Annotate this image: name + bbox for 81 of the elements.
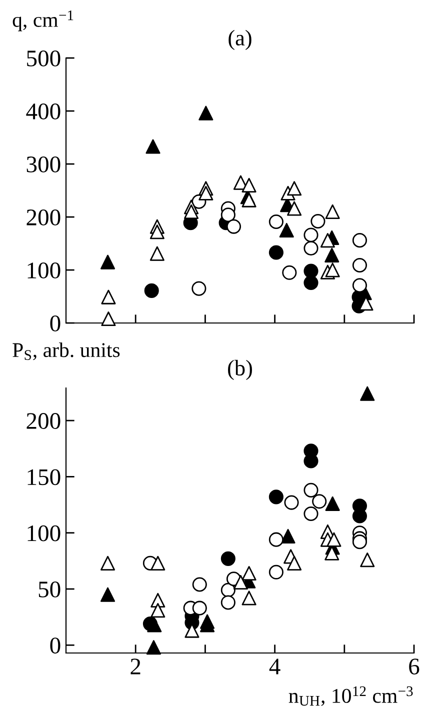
- point: [304, 264, 318, 278]
- point: [304, 275, 318, 290]
- y-tick-label: 300: [26, 156, 60, 172]
- point: [284, 495, 299, 510]
- point: [226, 219, 242, 234]
- y-tick-label: 500: [27, 50, 60, 66]
- point: [220, 208, 236, 222]
- point: [268, 245, 284, 260]
- point: [352, 233, 367, 248]
- point: [304, 228, 318, 242]
- point: [325, 204, 340, 219]
- point: [146, 139, 160, 154]
- y-tick-label: 400: [26, 103, 60, 120]
- point: [242, 178, 256, 192]
- point: [233, 574, 248, 590]
- point: [268, 490, 284, 504]
- point: [310, 214, 326, 229]
- point: [304, 482, 318, 498]
- chart-title: (a): [228, 30, 252, 50]
- point: [142, 616, 158, 632]
- point: [287, 556, 302, 570]
- point: [101, 311, 116, 326]
- point: [184, 204, 199, 219]
- point: [150, 603, 166, 618]
- point: [312, 494, 327, 509]
- point: [100, 556, 116, 570]
- y-tick-label: 50: [38, 581, 60, 598]
- point: [192, 281, 206, 296]
- y-axis-title: P$_{S}$, arb. units: [12, 342, 120, 360]
- point: [352, 278, 367, 293]
- point: [280, 528, 296, 544]
- point: [360, 386, 375, 401]
- point: [242, 192, 256, 208]
- point: [324, 248, 340, 262]
- point: [150, 556, 166, 570]
- point: [100, 587, 116, 602]
- point: [304, 506, 318, 522]
- point: [360, 552, 375, 568]
- y-tick-label: 200: [26, 209, 60, 226]
- point: [279, 222, 294, 238]
- point: [326, 532, 342, 547]
- chart-title: (b): [228, 360, 252, 380]
- point: [282, 265, 297, 280]
- y-tick-label: 0: [50, 638, 60, 654]
- y-tick-label: 150: [28, 469, 60, 486]
- point: [304, 454, 318, 468]
- point: [220, 551, 236, 566]
- point: [101, 290, 116, 304]
- point: [144, 283, 159, 298]
- y-tick-label: 200: [26, 413, 60, 429]
- x-tick-label: 4: [269, 658, 280, 674]
- point: [100, 254, 116, 270]
- y-tick-label: 100: [28, 525, 60, 542]
- y-tick-label: 0: [50, 315, 60, 332]
- point: [150, 224, 164, 240]
- point: [268, 214, 284, 230]
- point: [220, 595, 236, 610]
- point: [287, 181, 302, 196]
- y-axis-title: q, cm$^{−1}$: [12, 10, 74, 32]
- point: [242, 566, 256, 581]
- point: [325, 262, 340, 278]
- point: [287, 201, 302, 216]
- point: [150, 246, 164, 261]
- point: [146, 640, 161, 655]
- point: [325, 496, 340, 511]
- point: [242, 590, 256, 606]
- point: [320, 233, 335, 248]
- point: [352, 258, 367, 273]
- point: [192, 577, 207, 592]
- point: [192, 600, 207, 616]
- point: [352, 534, 367, 550]
- point: [268, 532, 284, 547]
- point: [268, 564, 284, 580]
- point: [198, 106, 214, 120]
- point: [358, 296, 374, 311]
- point: [198, 186, 214, 200]
- x-tick-label: 2: [130, 658, 140, 674]
- point: [304, 240, 318, 256]
- y-tick-label: 100: [28, 262, 60, 278]
- x-axis-title: n$_{UH}$, 10$^{12}$ cm$^{−3}$: [288, 686, 413, 706]
- x-tick-label: 6: [409, 658, 420, 674]
